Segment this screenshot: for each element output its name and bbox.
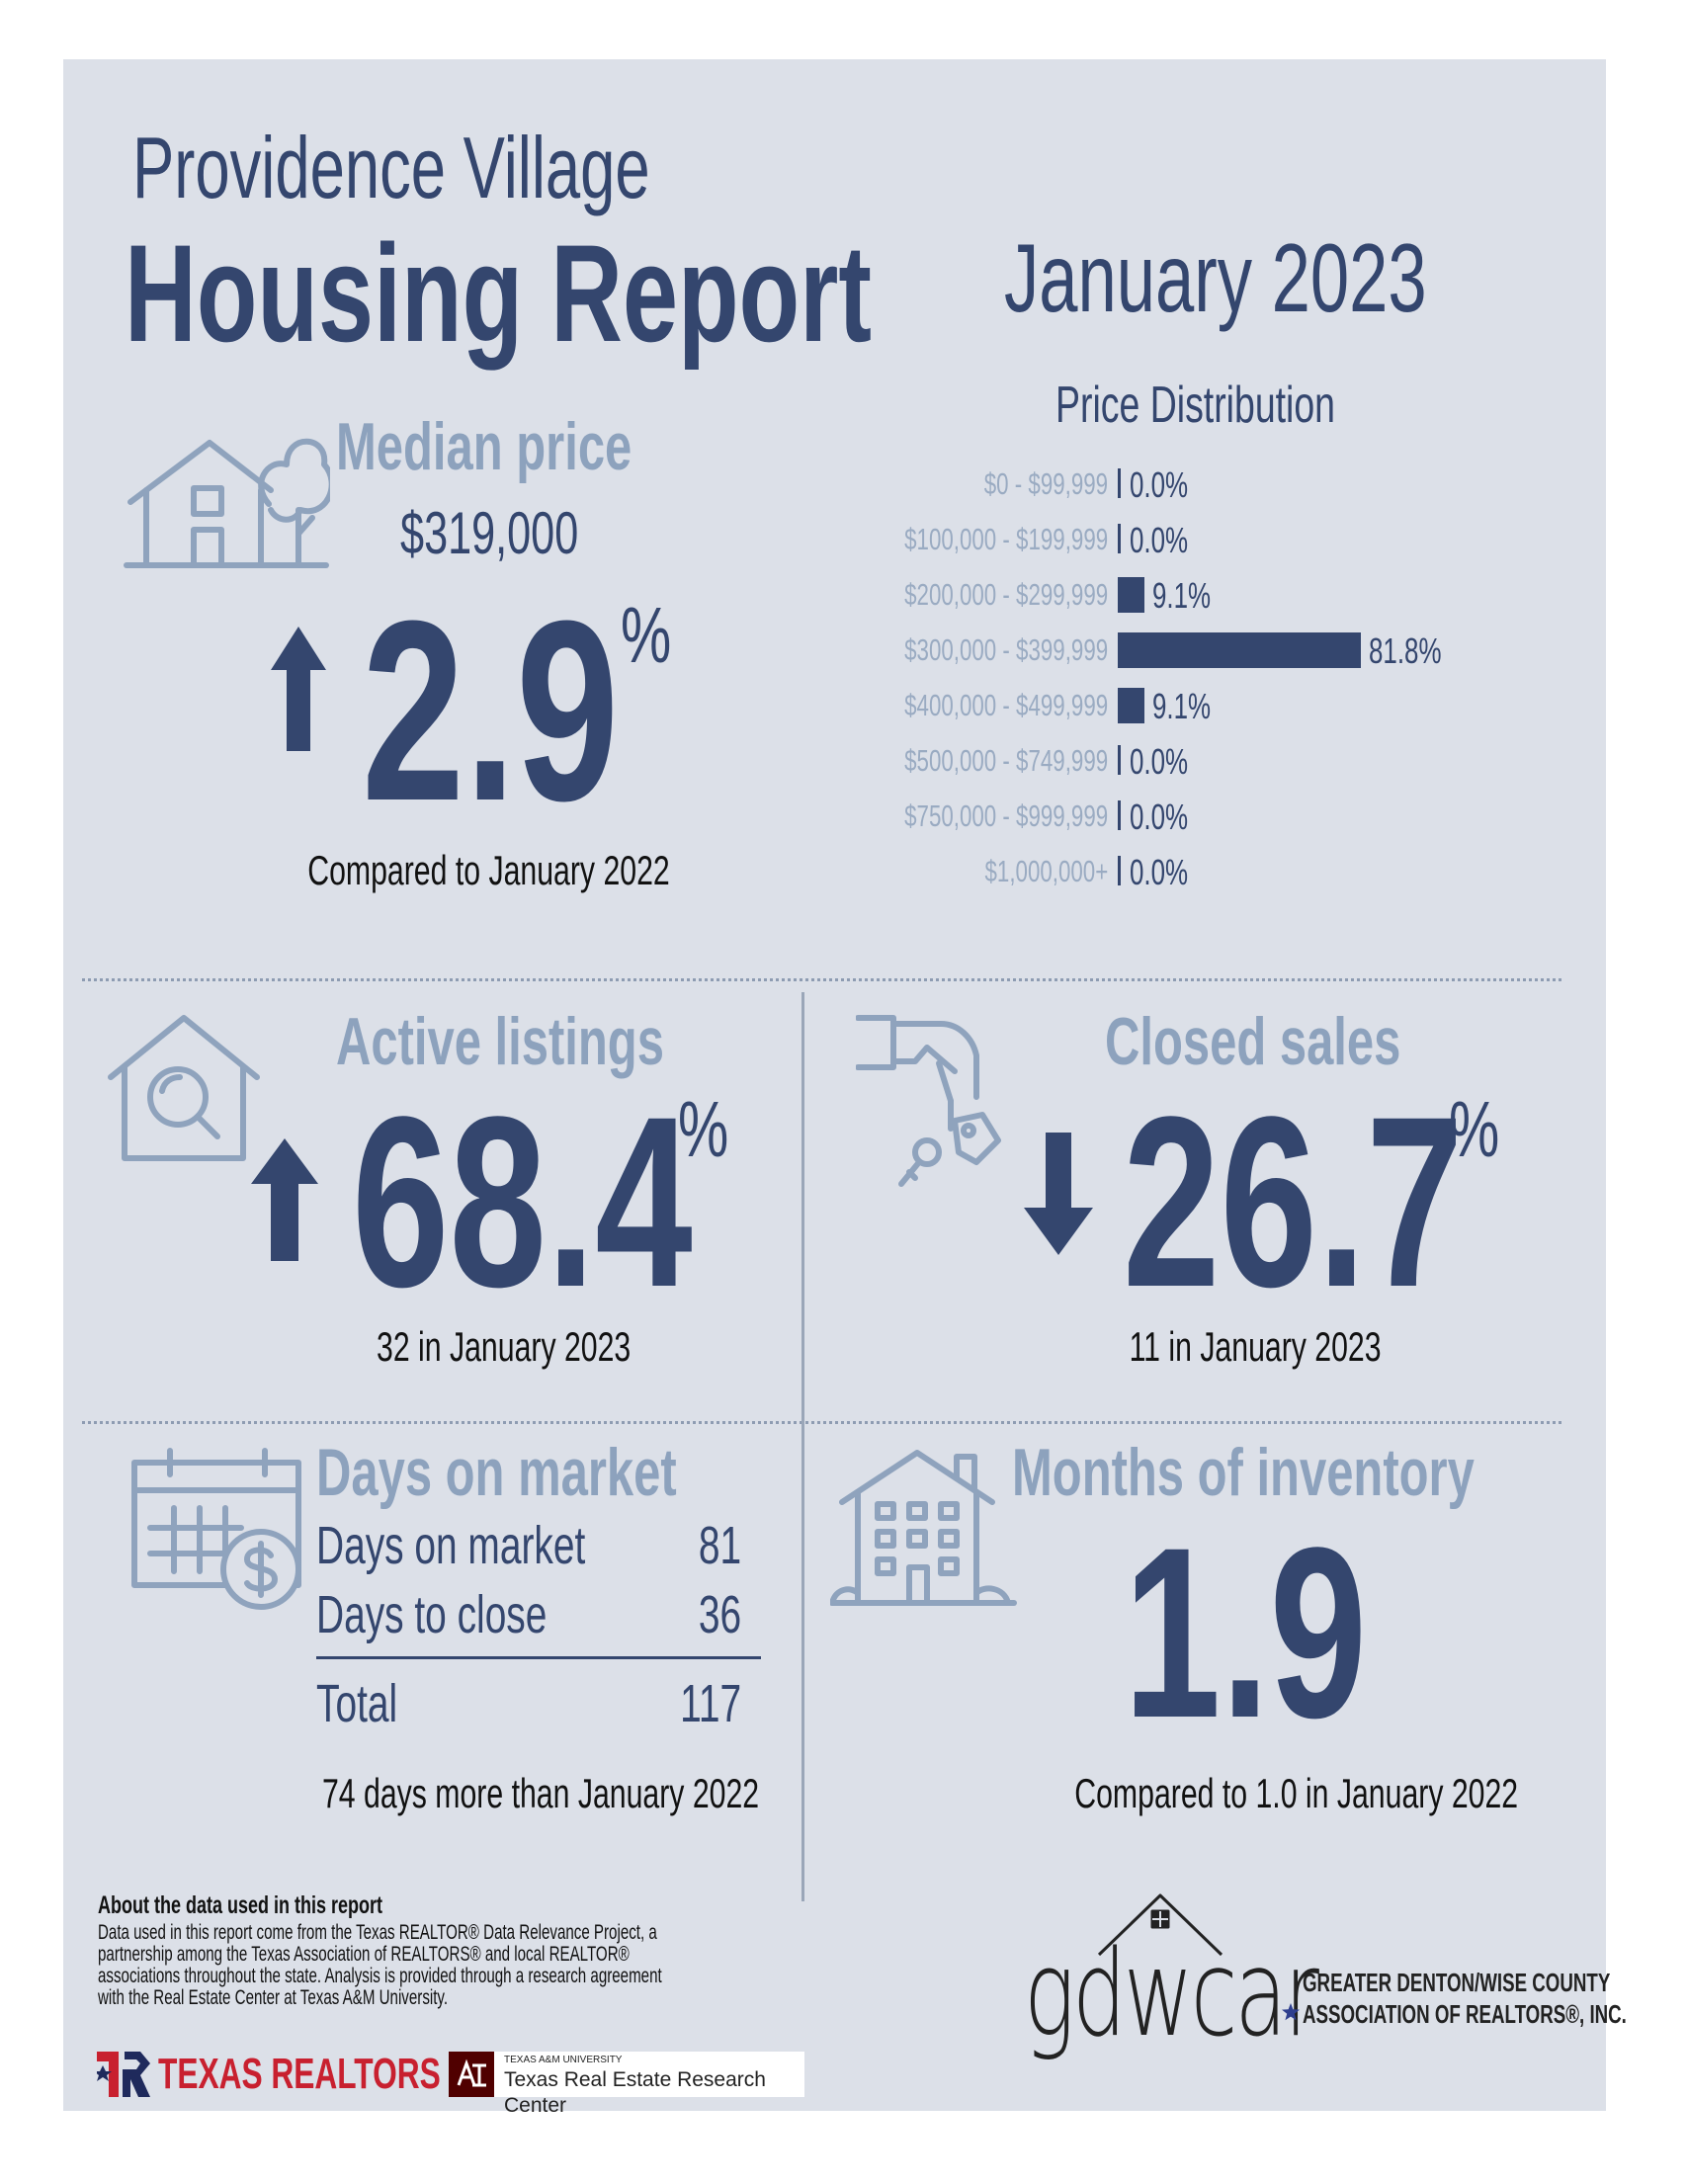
median-price-value: $319,000: [399, 500, 579, 566]
hand-keys-icon: [855, 1014, 1024, 1197]
price-range-label: $750,000 - $999,999: [903, 798, 1108, 833]
tamu-small-text: TEXAS A&M UNIVERSITY: [504, 2055, 623, 2065]
tamu-mark: [449, 2052, 494, 2097]
price-range-label: $400,000 - $499,999: [903, 688, 1108, 722]
price-range-label: $500,000 - $749,999: [903, 743, 1108, 778]
gdwcar-roof-icon: [1097, 1890, 1225, 1964]
price-distribution-value: 0.0%: [1130, 741, 1189, 782]
calendar-dollar-icon: [130, 1447, 308, 1620]
divider-top: [82, 978, 1561, 981]
closed-sales-change: 26.7: [1123, 1066, 1464, 1338]
median-price-caption: Compared to January 2022: [307, 847, 670, 893]
city-name: Providence Village: [132, 119, 650, 216]
star-icon: [1281, 2002, 1301, 2027]
texas-realtors-wordmark: TEXAS REALTORS: [158, 2050, 441, 2098]
about-title: About the data used in this report: [98, 1891, 383, 1919]
price-range-label: $1,000,000+: [984, 854, 1108, 888]
divider-vertical: [801, 992, 804, 1901]
closed-sales-caption: 11 in January 2023: [1129, 1323, 1382, 1370]
dom-row-value: 81: [698, 1516, 741, 1575]
active-listings-percent: %: [678, 1085, 729, 1173]
report-panel: [63, 59, 1606, 2111]
active-listings-caption: 32 in January 2023: [377, 1323, 632, 1370]
days-on-market-heading: Days on market: [316, 1435, 677, 1510]
months-inventory-heading: Months of inventory: [1012, 1435, 1475, 1510]
price-distribution-heading: Price Distribution: [1055, 377, 1336, 434]
price-distribution-bar: [1118, 524, 1121, 553]
price-distribution-value: 0.0%: [1130, 797, 1189, 837]
median-price-change: 2.9: [362, 568, 620, 855]
days-on-market-caption: 74 days more than January 2022: [321, 1770, 760, 1816]
price-distribution-bar: [1118, 800, 1121, 830]
price-distribution-value: 81.8%: [1369, 630, 1442, 671]
report-month: January 2023: [1004, 223, 1427, 332]
closed-sales-heading: Closed sales: [1105, 1004, 1401, 1079]
price-distribution-chart: $0 - $99,999 0.0% $100,000 - $199,999 0.0% $…: [856, 462, 1548, 897]
dtc-row-label: Days to close: [316, 1585, 548, 1644]
dtc-row-value: 36: [698, 1585, 741, 1644]
price-range-label: $100,000 - $199,999: [903, 522, 1108, 556]
total-label: Total: [316, 1674, 398, 1733]
price-range-label: $0 - $99,999: [983, 466, 1108, 501]
divider-middle: [82, 1421, 1561, 1424]
price-distribution-row: $0 - $99,999 0.0%: [856, 462, 1548, 506]
arrow-down-icon: [1024, 1133, 1093, 1255]
active-listings-heading: Active listings: [336, 1004, 664, 1079]
apartment-building-icon: [829, 1445, 1018, 1618]
price-distribution-bar: [1118, 468, 1121, 498]
total-value: 117: [680, 1674, 741, 1733]
arrow-up-icon: [251, 1138, 318, 1261]
price-distribution-bar: [1118, 688, 1144, 723]
gdwcar-wordmark: gdwcar: [1024, 1926, 1319, 2063]
price-distribution-row: $100,000 - $199,999 0.0%: [856, 518, 1548, 561]
price-distribution-row: $400,000 - $499,999 9.1%: [856, 684, 1548, 727]
price-distribution-row: $300,000 - $399,999 81.8%: [856, 629, 1548, 672]
price-range-label: $200,000 - $299,999: [903, 577, 1108, 612]
active-listings-change: 68.4: [352, 1066, 693, 1338]
house-search-icon: [107, 1014, 261, 1167]
closed-sales-percent: %: [1449, 1085, 1500, 1173]
price-distribution-row: $1,000,000+ 0.0%: [856, 850, 1548, 893]
dom-row-label: Days on market: [316, 1516, 586, 1575]
total-rule: [316, 1656, 761, 1659]
price-range-label: $300,000 - $399,999: [903, 632, 1108, 667]
price-distribution-value: 9.1%: [1152, 686, 1212, 726]
price-distribution-bar: [1118, 745, 1121, 775]
arrow-up-icon: [271, 627, 326, 751]
texas-realtors-logo: [94, 2052, 150, 2102]
months-inventory-caption: Compared to 1.0 in January 2022: [1074, 1770, 1519, 1816]
about-text: Data used in this report come from the T…: [98, 1921, 662, 2009]
median-price-percent: %: [621, 591, 672, 679]
price-distribution-bar: [1118, 577, 1144, 613]
tamu-logo: TEXAS A&M UNIVERSITY Texas Real Estate R…: [449, 2052, 804, 2117]
price-distribution-value: 0.0%: [1130, 520, 1189, 560]
house-tree-icon: [123, 415, 335, 578]
price-distribution-value: 0.0%: [1130, 464, 1189, 505]
price-distribution-row: $500,000 - $749,999 0.0%: [856, 739, 1548, 783]
price-distribution-value: 0.0%: [1130, 852, 1189, 892]
months-inventory-value: 1.9: [1123, 1497, 1368, 1769]
report-title: Housing Report: [125, 215, 872, 371]
price-distribution-value: 9.1%: [1152, 575, 1212, 616]
price-distribution-row: $200,000 - $299,999 9.1%: [856, 573, 1548, 617]
gdwcar-name: GREATER DENTON/WISE COUNTY ASSOCIATION O…: [1303, 1968, 1627, 2029]
price-distribution-bar: [1118, 632, 1361, 668]
tamu-name: Texas Real Estate Research Center: [504, 2068, 766, 2117]
price-distribution-bar: [1118, 856, 1121, 885]
median-price-heading: Median price: [336, 409, 633, 484]
price-distribution-row: $750,000 - $999,999 0.0%: [856, 795, 1548, 838]
